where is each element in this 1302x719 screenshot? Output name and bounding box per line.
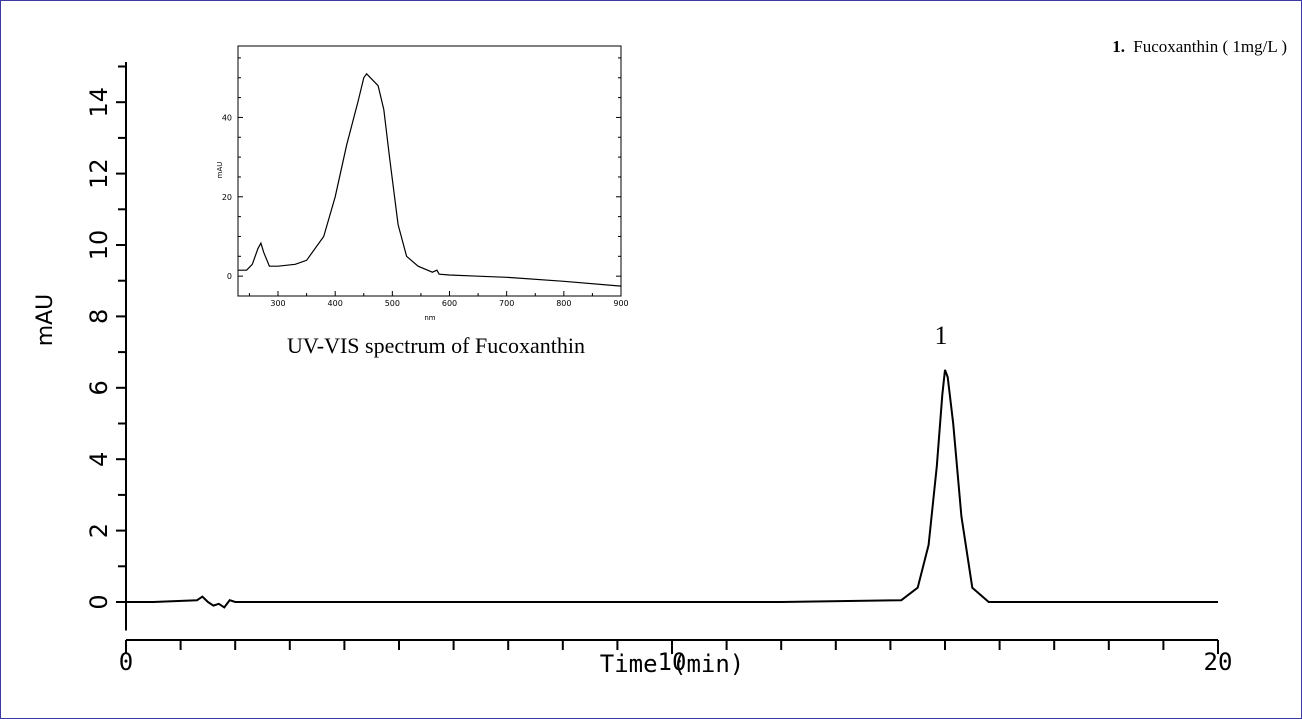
inset-x-tick-label: 600 [442, 299, 457, 308]
inset-caption: UV-VIS spectrum of Fucoxanthin [287, 333, 585, 358]
x-tick-label: 10 [658, 648, 687, 676]
inset-x-tick-label: 800 [556, 299, 571, 308]
inset-x-tick-label: 900 [613, 299, 628, 308]
inset-y-tick-label: 0 [227, 272, 232, 281]
legend: 1. Fucoxanthin ( 1mg/L ) [1112, 37, 1287, 56]
peak-label: 1 [935, 321, 948, 350]
inset-plot-frame [237, 45, 622, 297]
uv-vis-spectrum-line [238, 72, 622, 287]
y-axis-label: mAU [33, 294, 58, 347]
x-tick-label: 20 [1204, 648, 1233, 676]
y-tick-label: 10 [85, 230, 113, 261]
inset-x-tick-label: 300 [270, 299, 285, 308]
x-axis-label: Time (min) [600, 650, 745, 678]
y-tick-label: 0 [85, 594, 113, 609]
inset-y-axis-label: mAU [216, 162, 224, 179]
legend-text: Fucoxanthin ( 1mg/L ) [1133, 37, 1287, 56]
inset-y-tick-label: 20 [222, 193, 232, 202]
y-tick-label: 8 [85, 309, 113, 324]
inset-y-tick-label: 40 [222, 113, 232, 122]
x-tick-label: 0 [119, 648, 133, 676]
y-tick-label: 4 [85, 452, 113, 467]
y-tick-label: 14 [85, 87, 113, 118]
y-tick-label: 6 [85, 380, 113, 395]
legend-number: 1. [1112, 37, 1125, 56]
inset-ticks: 300 400 500 600 700 800 900 0 20 40 [222, 57, 629, 308]
inset-x-tick-label: 700 [499, 299, 514, 308]
inset-x-tick-label: 400 [328, 299, 343, 308]
chromatogram-line [126, 369, 1218, 609]
inset-x-tick-label: 500 [385, 299, 400, 308]
y-tick-label: 12 [85, 158, 113, 189]
y-tick-label: 2 [85, 523, 113, 538]
inset-x-axis-label: nm [424, 314, 435, 322]
